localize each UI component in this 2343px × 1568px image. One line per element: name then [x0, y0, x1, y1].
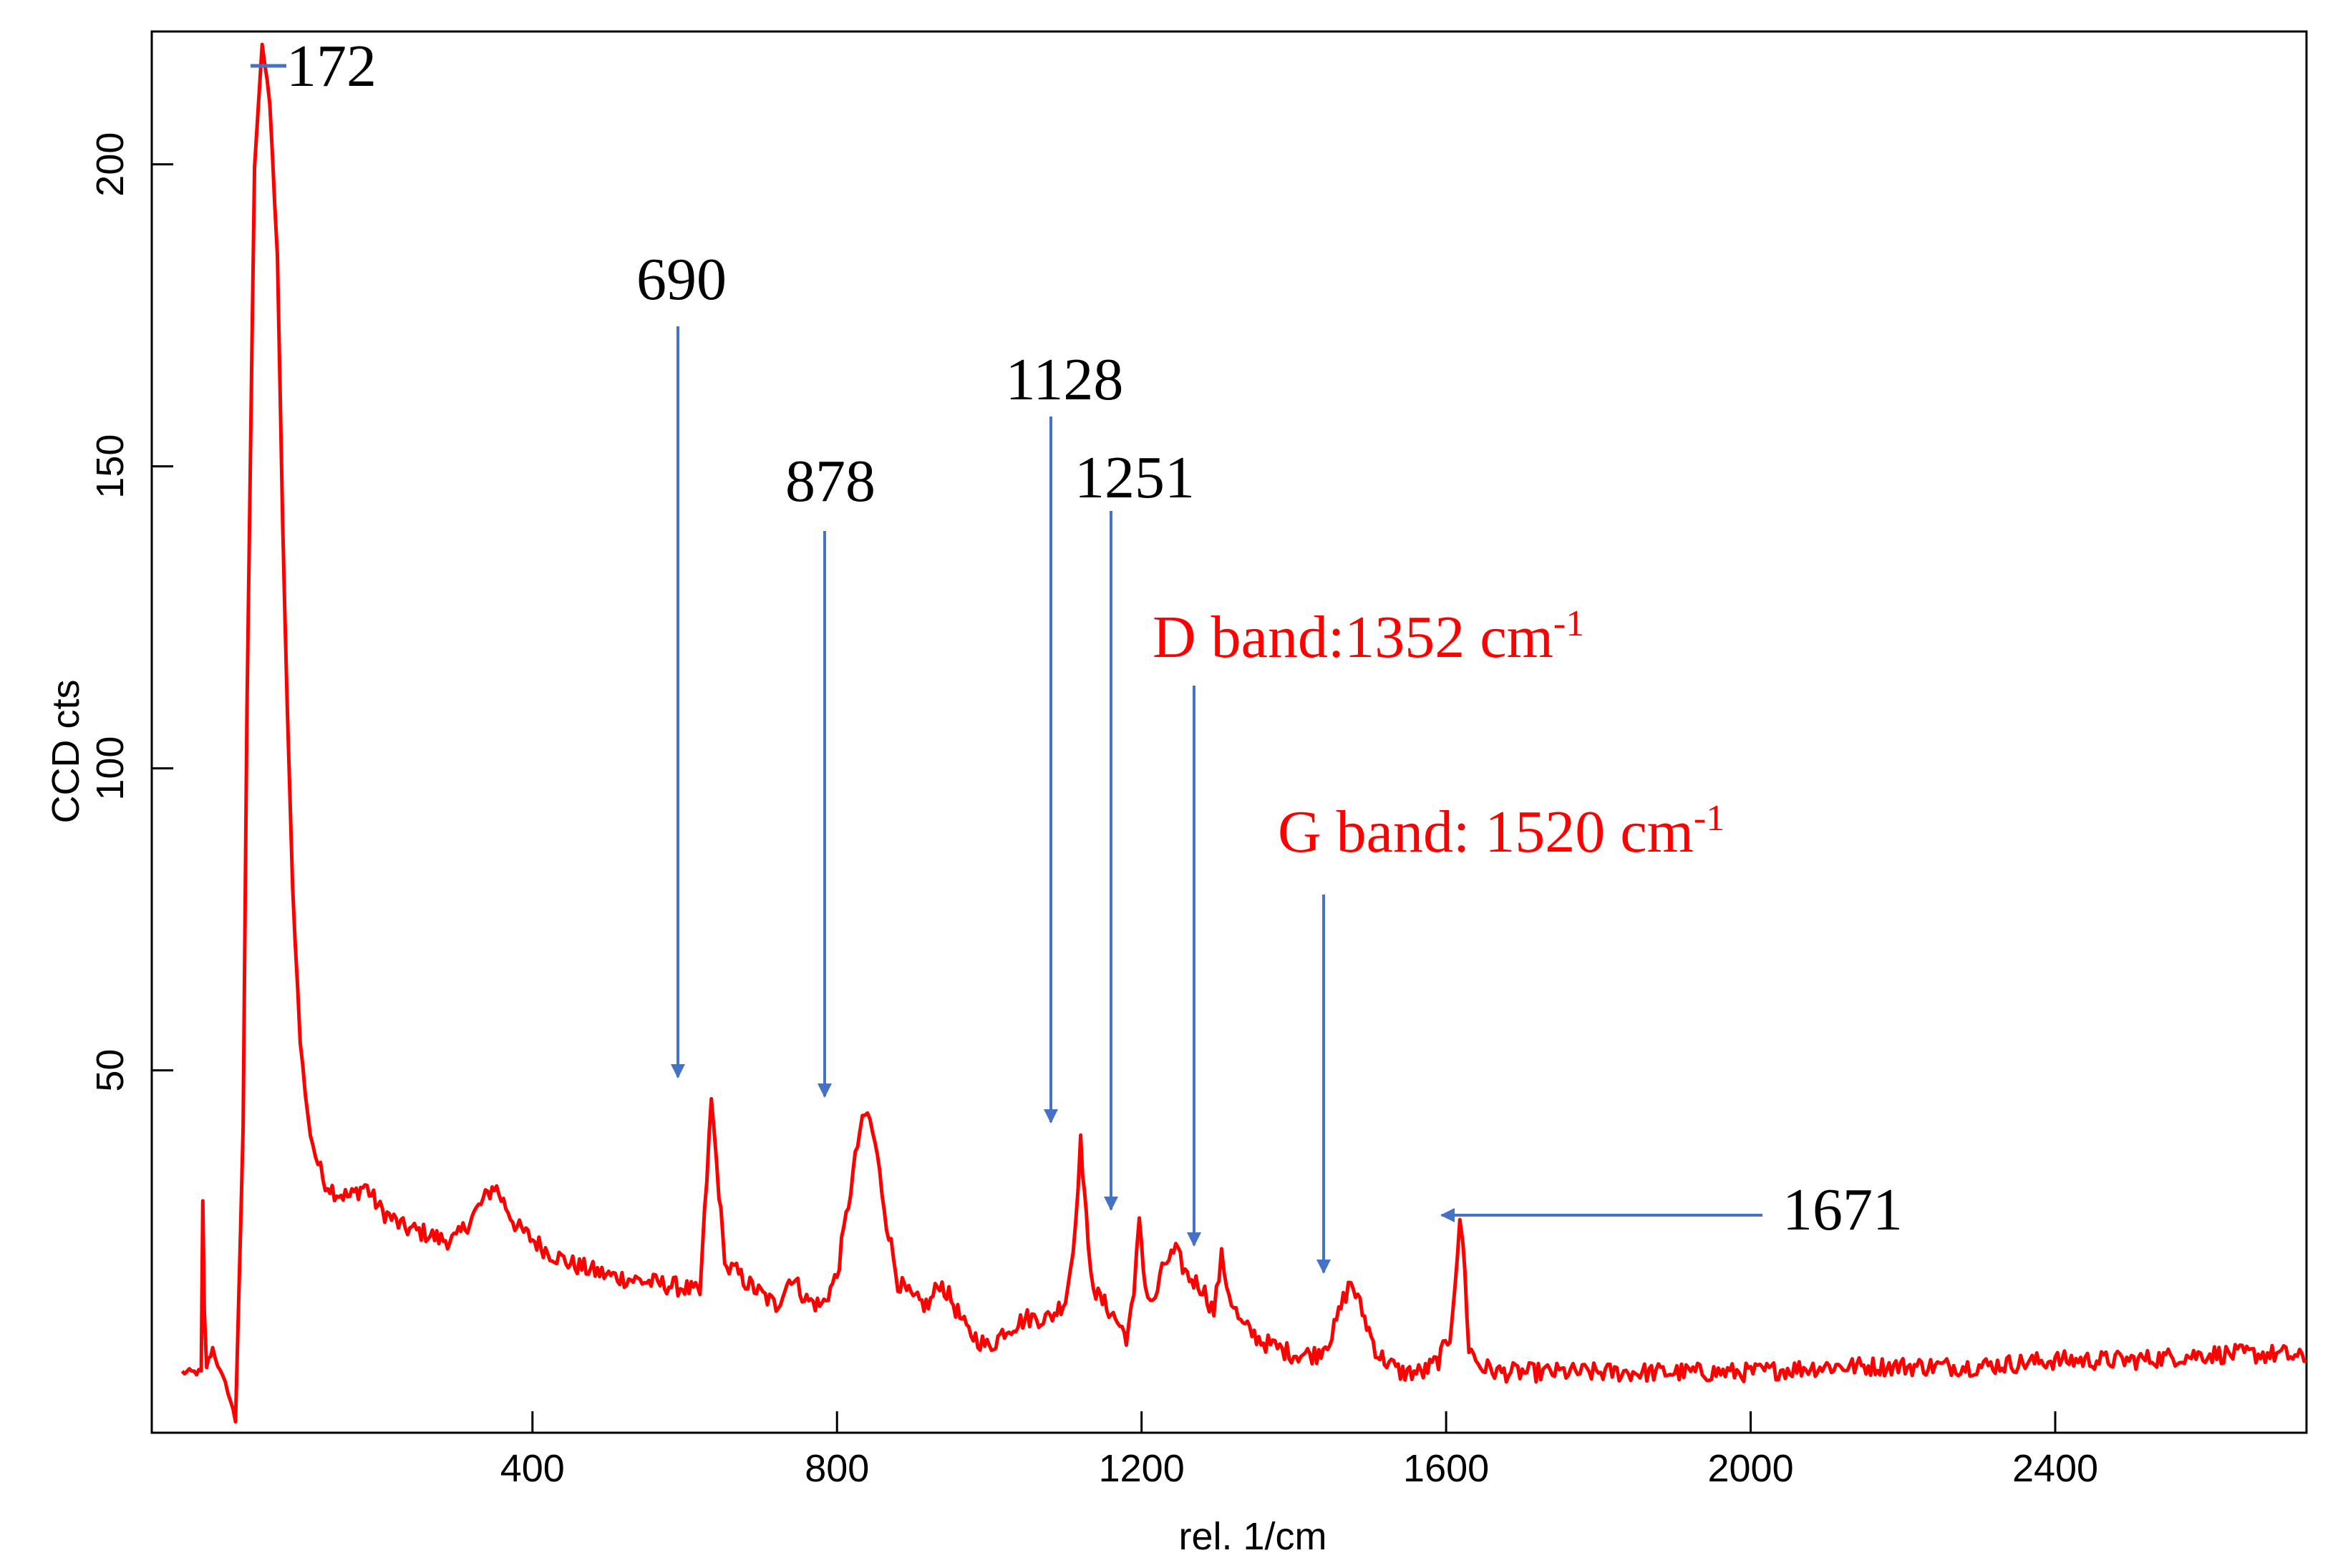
x-tick-label: 2000 — [1707, 1447, 1793, 1490]
peak-label-text: D band:1352 cm — [1153, 604, 1553, 671]
x-tick-label: 1600 — [1403, 1447, 1489, 1490]
peak-label: 690 — [636, 246, 727, 313]
peak-label-text: 878 — [785, 448, 875, 515]
peak-label-superscript: -1 — [1694, 798, 1724, 839]
spectrum-line — [180, 42, 2308, 1423]
peak-label-text: G band: 1520 cm — [1278, 799, 1694, 865]
y-axis-label: CCD cts — [44, 680, 87, 824]
peak-label-text: 690 — [636, 246, 727, 313]
y-axis-ticks: 50 100 150 200 — [89, 132, 173, 1092]
peak-label-text: 1128 — [1006, 346, 1124, 413]
x-tick-label: 2400 — [2012, 1447, 2098, 1490]
y-tick-label: 50 — [89, 1049, 132, 1092]
peak-label-text: 172 — [286, 33, 377, 99]
peak-label: 1671 — [1782, 1177, 1903, 1243]
peak-label: 878 — [785, 448, 875, 515]
peak-label: 1251 — [1075, 444, 1195, 511]
peak-label-text: 1251 — [1075, 444, 1195, 511]
peak-label: G band: 1520 cm-1 — [1278, 798, 1724, 865]
x-tick-label: 1200 — [1099, 1447, 1185, 1490]
x-tick-label: 800 — [805, 1447, 869, 1490]
x-axis-ticks: 400 800 1200 1600 2000 2400 — [500, 1411, 2098, 1490]
y-tick-label: 100 — [89, 736, 132, 801]
x-tick-label: 400 — [500, 1447, 565, 1490]
x-axis-label: rel. 1/cm — [1178, 1515, 1326, 1558]
plot-frame — [150, 30, 2308, 1434]
peak-label: 172 — [286, 33, 377, 99]
y-tick-label: 200 — [89, 132, 132, 197]
peak-label: 1128 — [1006, 346, 1124, 413]
peak-label-superscript: -1 — [1553, 603, 1584, 644]
peak-label-text: 1671 — [1782, 1177, 1903, 1243]
peak-label: D band:1352 cm-1 — [1153, 603, 1584, 671]
y-tick-label: 150 — [89, 434, 132, 499]
